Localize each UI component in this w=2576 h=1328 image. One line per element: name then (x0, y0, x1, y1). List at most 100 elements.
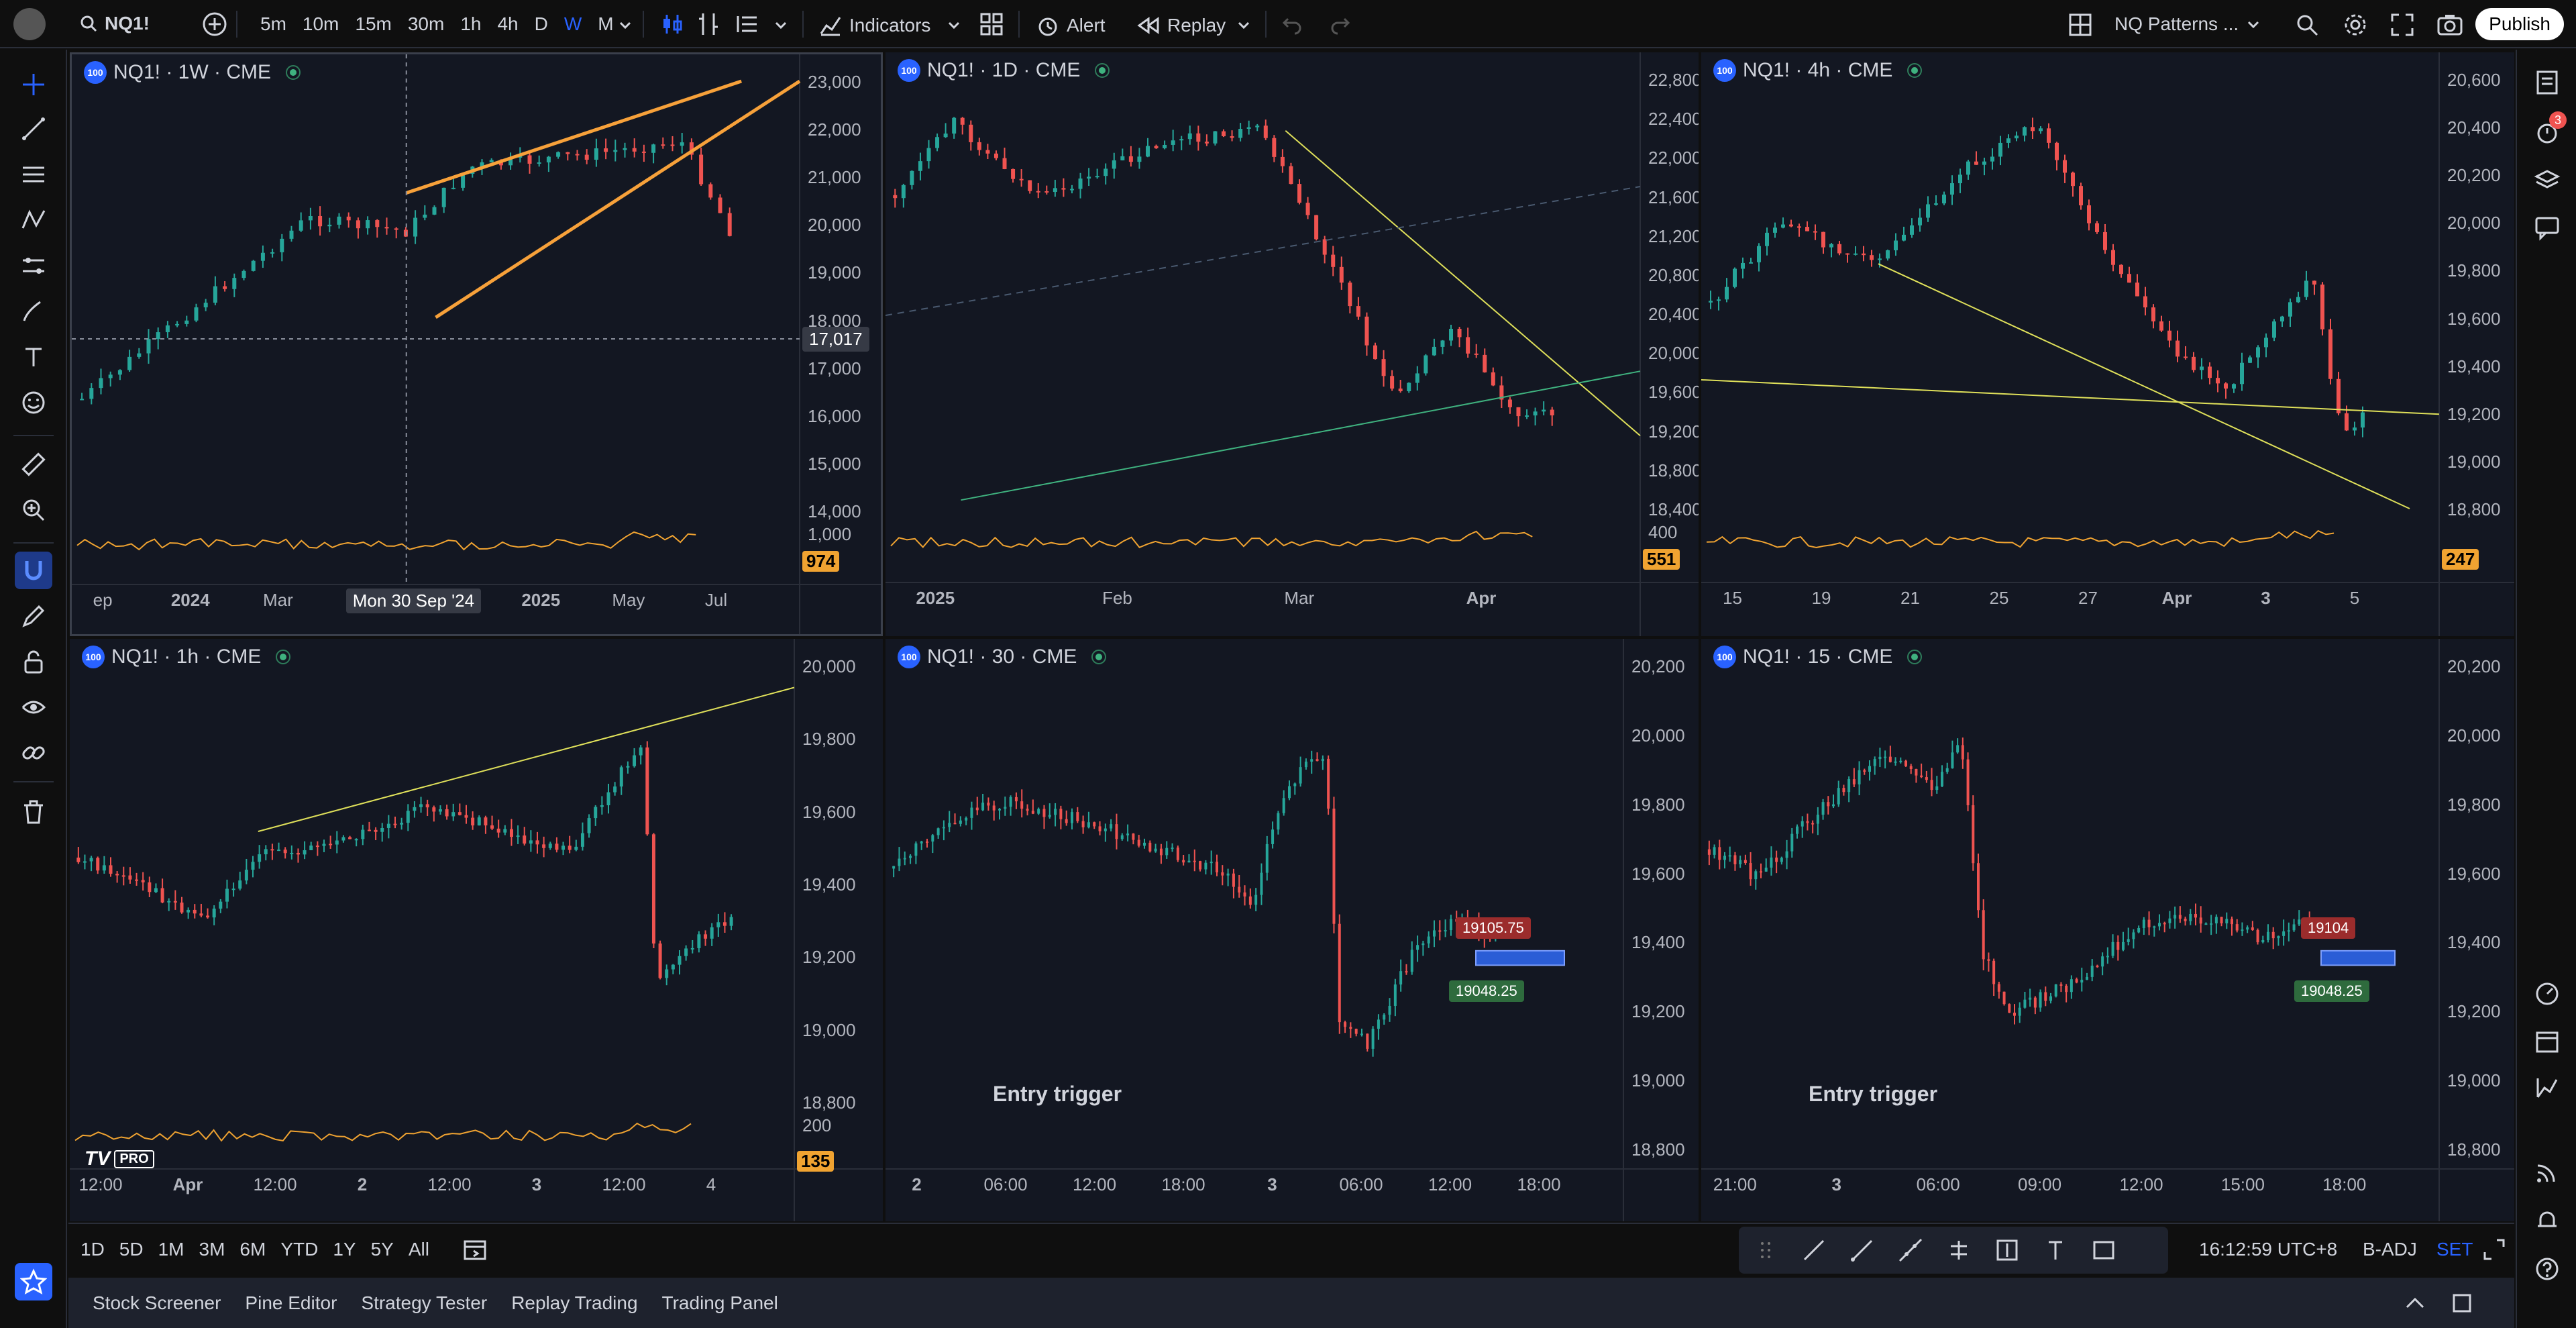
publish-button[interactable]: Publish (2475, 8, 2564, 40)
collapse-panel-button[interactable] (2403, 1291, 2427, 1320)
range-5d[interactable]: 5D (119, 1239, 144, 1260)
replay-button[interactable]: Replay (1136, 13, 1226, 38)
compare-button[interactable] (695, 11, 722, 42)
replay-dropdown-icon[interactable] (1236, 16, 1252, 38)
entry-trigger-note[interactable]: Entry trigger (1809, 1082, 1938, 1106)
market-status-icon[interactable] (1095, 63, 1110, 78)
pattern-tool[interactable] (15, 201, 52, 239)
pitchfork-icon[interactable] (1943, 1234, 1975, 1266)
chart-pane-4h[interactable]: 100 NQ1! · 4h · CME 20,600 20,400 20,200 20,0… (1701, 52, 2514, 636)
snapshot-button[interactable] (2436, 12, 2463, 42)
symbol-legend[interactable]: 100 NQ1! · 1W · CME (84, 61, 301, 84)
measure-tool[interactable] (15, 446, 52, 483)
object-tree-button[interactable] (2529, 162, 2565, 199)
pine-button[interactable] (2529, 976, 2565, 1012)
sync-drawings-tool[interactable] (15, 734, 52, 772)
layout-grid-button[interactable] (2068, 12, 2093, 42)
symbol-legend[interactable]: 100 NQ1! · 4h · CME (1713, 59, 1923, 82)
market-status-icon[interactable] (1907, 650, 1923, 664)
stay-in-drawing-tool[interactable] (15, 597, 52, 635)
fullscreen-button[interactable] (2390, 12, 2415, 42)
chart-canvas[interactable] (1701, 639, 2514, 1221)
maximize-pane-button[interactable] (2481, 1236, 2508, 1268)
chart-canvas[interactable] (1701, 52, 2514, 636)
maximize-panel-button[interactable] (2450, 1291, 2474, 1320)
settings-button[interactable] (2343, 12, 2368, 42)
panel-tab-stock-screener[interactable]: Stock Screener (93, 1292, 221, 1313)
market-status-icon[interactable] (276, 650, 291, 664)
chart-canvas[interactable] (885, 639, 1699, 1221)
price-label-icon[interactable] (1991, 1234, 2023, 1266)
interval-30m[interactable]: 30m (407, 13, 445, 34)
panel-tab-replay-trading[interactable]: Replay Trading (511, 1292, 638, 1313)
line-tool-icon[interactable] (1798, 1234, 1830, 1266)
ray-tool-icon[interactable] (1846, 1234, 1878, 1266)
panel-tab-strategy-tester[interactable]: Strategy Tester (361, 1292, 488, 1313)
trendline-tool[interactable] (15, 110, 52, 148)
notifications-button[interactable] (2529, 1203, 2565, 1239)
range-all[interactable]: All (408, 1239, 429, 1260)
range-3m[interactable]: 3M (199, 1239, 225, 1260)
lock-drawings-tool[interactable] (15, 643, 52, 680)
interval-15m[interactable]: 15m (355, 13, 392, 34)
chart-pane-1d[interactable]: 100 NQ1! · 1D · CME 22,800 22,400 22,000 21,6… (885, 52, 1699, 636)
chart-style-button[interactable] (734, 11, 761, 42)
range-1d[interactable]: 1D (80, 1239, 105, 1260)
remove-drawings-tool[interactable] (15, 793, 52, 831)
undo-button[interactable] (1281, 13, 1303, 40)
text-note-icon[interactable] (2039, 1234, 2072, 1266)
ideas-button[interactable] (2529, 1070, 2565, 1106)
avatar[interactable] (13, 8, 46, 40)
interval-W[interactable]: W (564, 13, 582, 34)
chat-button[interactable] (2529, 209, 2565, 246)
rectangle-tool-icon[interactable] (2088, 1234, 2120, 1266)
redo-button[interactable] (1330, 13, 1351, 40)
symbol-legend[interactable]: 100 NQ1! · 1h · CME (82, 646, 291, 668)
symbol-legend[interactable]: 100 NQ1! · 15 · CME (1713, 646, 1923, 668)
calendar-button[interactable] (2529, 1023, 2565, 1059)
market-status-icon[interactable] (1907, 63, 1923, 78)
magnet-tool[interactable] (15, 552, 52, 589)
indicators-button[interactable]: Indicators (818, 13, 930, 38)
chart-pane-15m[interactable]: 19104 19048.25 100 NQ1! · 15 · CME 20,200 20,… (1701, 639, 2514, 1221)
extended-line-icon[interactable] (1894, 1234, 1927, 1266)
interval-1h[interactable]: 1h (460, 13, 482, 34)
market-status-icon[interactable] (1091, 650, 1107, 664)
candles-chart-type-button[interactable] (659, 11, 686, 42)
range-ytd[interactable]: YTD (280, 1239, 319, 1260)
chart-pane-30m[interactable]: 19105.75 19048.25 100 NQ1! · 30 · CME 20,200… (885, 639, 1699, 1221)
panel-tab-pine-editor[interactable]: Pine Editor (245, 1292, 337, 1313)
alerts-button[interactable]: 3 (2529, 111, 2567, 150)
forecast-tool[interactable] (15, 247, 52, 285)
chart-pane-1w[interactable]: 17,017 Mon 30 Sep '24 100 NQ1! · 1W · CME 23… (70, 52, 883, 636)
chart-canvas[interactable] (70, 639, 883, 1221)
interval-5m[interactable]: 5m (260, 13, 286, 34)
symbol-legend[interactable]: 100 NQ1! · 30 · CME (898, 646, 1107, 668)
goto-date-button[interactable] (462, 1236, 488, 1268)
quick-search-button[interactable] (2294, 12, 2320, 42)
range-5y[interactable]: 5Y (370, 1239, 394, 1260)
chart-style-dropdown-icon[interactable] (773, 16, 789, 38)
indicators-dropdown-icon[interactable] (946, 16, 962, 38)
interval-D[interactable]: D (534, 13, 548, 34)
drag-handle-icon[interactable] (1750, 1234, 1782, 1266)
crosshair-tool[interactable] (15, 66, 52, 103)
watchlist-button[interactable] (2529, 64, 2565, 101)
brush-tool[interactable] (15, 293, 52, 330)
range-1y[interactable]: 1Y (333, 1239, 356, 1260)
templates-button[interactable] (978, 11, 1005, 42)
emoji-tool[interactable] (15, 384, 52, 421)
chart-pane-1h[interactable]: 100 NQ1! · 1h · CME 20,000 19,800 19,600 19,4… (70, 639, 883, 1221)
text-tool[interactable] (15, 338, 52, 376)
entry-trigger-note[interactable]: Entry trigger (993, 1082, 1122, 1106)
interval-10m[interactable]: 10m (302, 13, 339, 34)
panel-tab-trading-panel[interactable]: Trading Panel (661, 1292, 778, 1313)
interval-4h[interactable]: 4h (497, 13, 519, 34)
adjustment-toggle[interactable]: B-ADJ (2363, 1239, 2417, 1260)
session-toggle[interactable]: SET (2436, 1239, 2473, 1260)
market-status-icon[interactable] (286, 65, 301, 80)
symbol-search[interactable]: NQ1! (79, 13, 150, 34)
symbol-legend[interactable]: 100 NQ1! · 1D · CME (898, 59, 1110, 82)
chart-canvas[interactable] (72, 54, 881, 634)
horizontal-lines-tool[interactable] (15, 156, 52, 193)
